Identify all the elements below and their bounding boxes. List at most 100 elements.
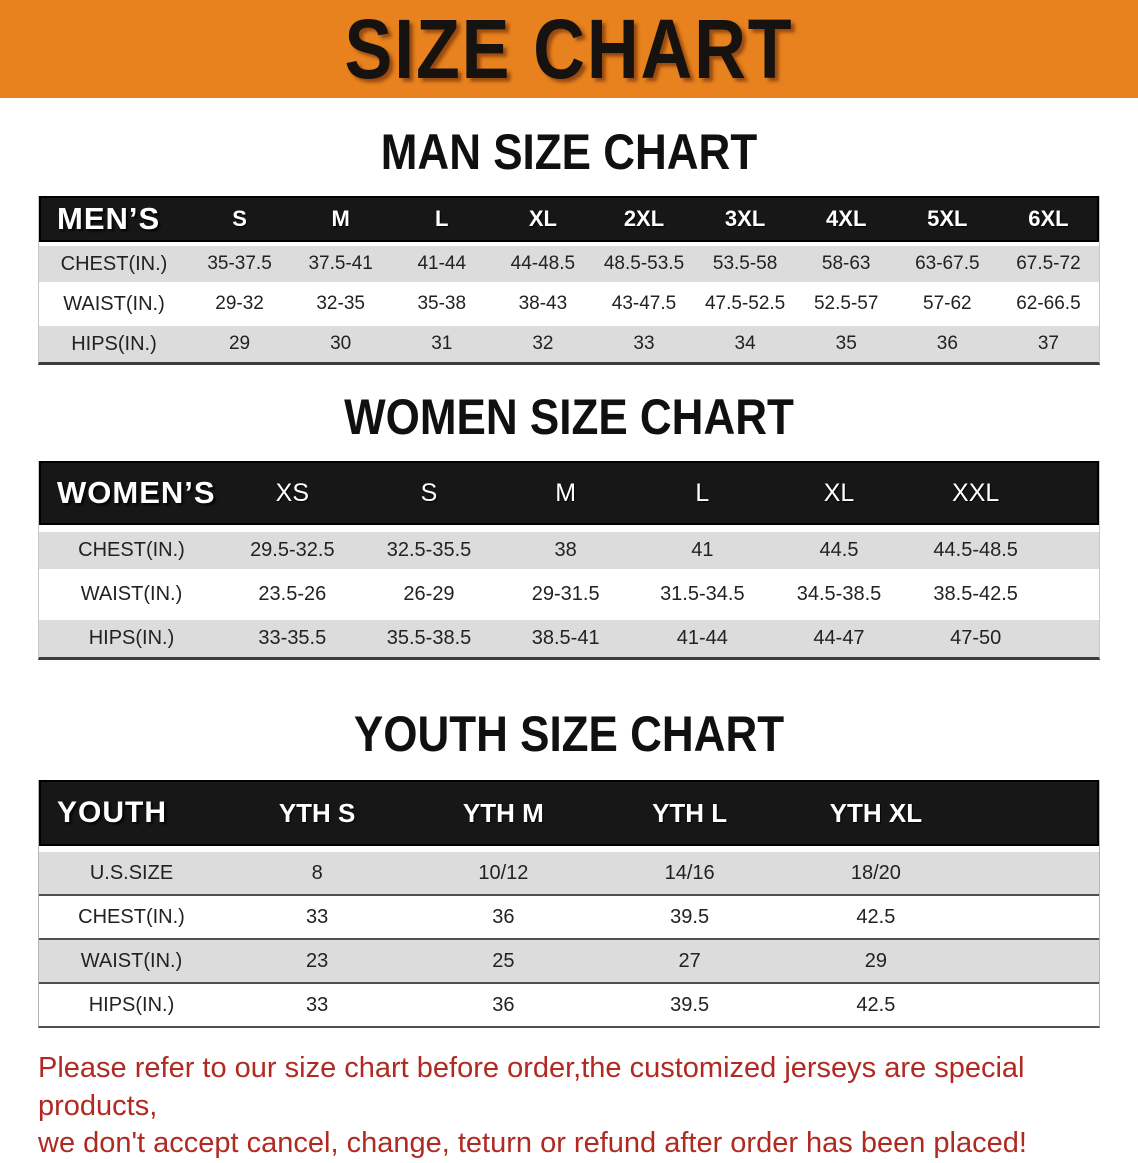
size-value-cell: 34.5-38.5	[796, 583, 882, 605]
size-value-cell: 38	[554, 539, 577, 561]
size-value-cell: 31.5-34.5	[660, 583, 745, 605]
size-value-cell: 29-32	[215, 293, 264, 314]
table-corner-label: MEN’S	[57, 201, 161, 236]
banner: SIZE CHART	[0, 0, 1138, 98]
size-value-cell: 36	[492, 905, 515, 928]
size-column-header: M	[555, 478, 577, 507]
size-value-cell: 23	[306, 949, 329, 972]
table-header-row: YOUTH YTH S YTH M YTH L YTH XL	[39, 780, 1099, 846]
size-value-cell: 29	[228, 333, 251, 354]
size-column-header: YTH M	[462, 797, 544, 828]
size-value-cell: 52.5-57	[813, 293, 879, 314]
disclaimer: Please refer to our size chart before or…	[38, 1050, 1100, 1163]
disclaimer-line-2: we don't accept cancel, change, teturn o…	[38, 1127, 1027, 1160]
size-value-cell: 43-47.5	[611, 293, 677, 314]
size-column-header: YTH S	[278, 797, 356, 828]
size-value-cell: 41-44	[676, 627, 728, 649]
size-value-cell: 39.5	[670, 905, 710, 928]
row-label: CHEST(IN.)	[60, 252, 168, 275]
size-value-cell: 57-62	[923, 293, 972, 314]
table-row: WAIST(IN.) 29-32 32-35 35-38 38-43 43-47.5 47.…	[39, 286, 1099, 322]
men-size-section: MAN SIZE CHART MEN’S S M L XL 2XL 3XL 4XL 5XL 6XL…	[0, 126, 1138, 365]
size-value-cell: 27	[678, 949, 701, 972]
table-row: U.S.SIZE 8 10/12 14/16 18/20	[39, 852, 1099, 894]
size-value-cell: 36	[492, 993, 515, 1016]
size-value-cell: 29.5-32.5	[250, 539, 335, 561]
size-column-header: S	[232, 206, 247, 231]
table-row: CHEST(IN.) 35-37.5 37.5-41 41-44 44-48.5 48.5…	[39, 246, 1099, 282]
size-value-cell: 29-31.5	[531, 583, 600, 605]
size-column-header: XXL	[952, 478, 1000, 507]
row-label: HIPS(IN.)	[71, 332, 157, 355]
size-column-header: 4XL	[826, 206, 867, 231]
youth-section-heading: YOUTH SIZE CHART	[353, 706, 785, 762]
size-value-cell: 58-63	[821, 253, 871, 274]
size-value-cell: 33	[306, 905, 329, 928]
size-column-header: XS	[275, 478, 309, 507]
table-header-row: MEN’S S M L XL 2XL 3XL 4XL 5XL 6XL	[39, 196, 1099, 242]
size-value-cell: 38.5-41	[531, 627, 600, 649]
size-value-cell: 29	[864, 949, 887, 972]
youth-size-table: YOUTH YTH S YTH M YTH L YTH XL U.S.SIZE 8 10/12…	[38, 780, 1100, 1028]
size-value-cell: 23.5-26	[258, 583, 327, 605]
size-value-cell: 37	[1037, 333, 1059, 354]
size-value-cell: 53.5-58	[712, 253, 778, 274]
table-corner-label: YOUTH	[57, 796, 167, 829]
size-column-header: XL	[823, 478, 855, 507]
size-value-cell: 10/12	[478, 861, 529, 884]
row-label: WAIST(IN.)	[63, 292, 165, 315]
size-value-cell: 31	[431, 333, 453, 354]
size-value-cell: 44-48.5	[510, 253, 576, 274]
size-column-header: 5XL	[927, 206, 968, 231]
size-value-cell: 35.5-38.5	[386, 627, 472, 649]
size-value-cell: 35-38	[417, 293, 467, 314]
size-value-cell: 33-35.5	[258, 627, 327, 649]
size-value-cell: 33	[306, 993, 329, 1016]
row-label: CHEST(IN.)	[78, 905, 185, 928]
size-column-header: S	[420, 478, 438, 507]
women-size-table: WOMEN’S XS S M L XL XXL CHEST(IN.) 29.5-32.5 32.5…	[38, 461, 1100, 660]
size-value-cell: 63-67.5	[915, 253, 980, 274]
table-row: HIPS(IN.) 29 30 31 32 33 34 35 36 37	[39, 326, 1099, 362]
size-value-cell: 38-43	[518, 293, 568, 314]
size-value-cell: 41-44	[417, 253, 467, 274]
size-value-cell: 37.5-41	[308, 253, 373, 274]
row-label: HIPS(IN.)	[88, 993, 175, 1016]
size-column-header: L	[695, 478, 710, 507]
men-size-table: MEN’S S M L XL 2XL 3XL 4XL 5XL 6XL CHEST(IN.) 35-37…	[38, 196, 1100, 365]
table-row: HIPS(IN.) 33-35.5 35.5-38.5 38.5-41 41-44 44-…	[39, 620, 1099, 657]
size-value-cell: 25	[492, 949, 515, 972]
size-value-cell: 35-37.5	[207, 253, 272, 274]
youth-size-section: YOUTH SIZE CHART YOUTH YTH S YTH M YTH L YTH…	[0, 708, 1138, 1028]
table-row: CHEST(IN.) 33 36 39.5 42.5	[39, 894, 1099, 938]
men-section-heading: MAN SIZE CHART	[380, 124, 758, 180]
row-label: HIPS(IN.)	[88, 627, 175, 649]
size-column-header: 3XL	[724, 206, 766, 231]
size-value-cell: 32-35	[316, 293, 365, 314]
women-section-heading: WOMEN SIZE CHART	[344, 389, 794, 445]
size-value-cell: 44.5-48.5	[933, 539, 1018, 561]
size-value-cell: 41	[691, 539, 714, 561]
size-value-cell: 42.5	[856, 993, 896, 1016]
size-column-header: XL	[528, 206, 557, 231]
size-value-cell: 39.5	[670, 993, 710, 1016]
size-value-cell: 67.5-72	[1016, 253, 1081, 274]
size-value-cell: 14/16	[664, 861, 715, 884]
size-value-cell: 47-50	[950, 627, 1002, 649]
size-value-cell: 8	[311, 861, 323, 884]
table-row: HIPS(IN.) 33 36 39.5 42.5	[39, 982, 1099, 1026]
table-row: WAIST(IN.) 23.5-26 26-29 29-31.5 31.5-34.5 34…	[39, 576, 1099, 613]
size-column-header: 6XL	[1028, 206, 1069, 231]
size-value-cell: 38.5-42.5	[933, 583, 1018, 605]
size-value-cell: 32.5-35.5	[386, 539, 472, 561]
size-column-header: YTH L	[652, 797, 728, 828]
size-column-header: YTH XL	[829, 797, 923, 828]
size-column-header: M	[331, 206, 350, 231]
row-label: WAIST(IN.)	[80, 583, 183, 605]
women-size-section: WOMEN SIZE CHART WOMEN’S XS S M L XL XXL CHEST(…	[0, 391, 1138, 660]
size-value-cell: 44.5	[819, 539, 859, 561]
size-value-cell: 18/20	[850, 861, 901, 884]
size-value-cell: 30	[330, 333, 352, 354]
size-value-cell: 26-29	[403, 583, 455, 605]
